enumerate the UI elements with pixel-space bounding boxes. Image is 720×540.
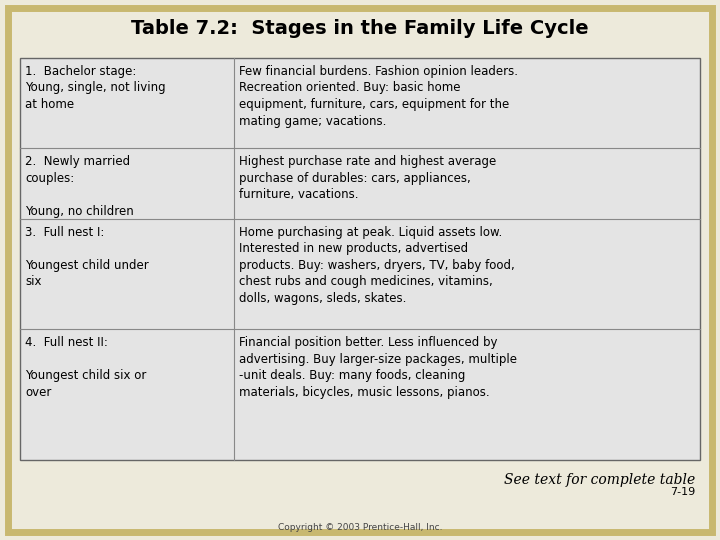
Text: See text for complete table: See text for complete table	[504, 473, 695, 487]
Text: Few financial burdens. Fashion opinion leaders.
Recreation oriented. Buy: basic : Few financial burdens. Fashion opinion l…	[239, 65, 518, 127]
Text: Home purchasing at peak. Liquid assets low.
Interested in new products, advertis: Home purchasing at peak. Liquid assets l…	[239, 226, 515, 305]
Text: Table 7.2:  Stages in the Family Life Cycle: Table 7.2: Stages in the Family Life Cyc…	[131, 18, 589, 37]
Text: 2.  Newly married
couples:

Young, no children: 2. Newly married couples: Young, no chil…	[25, 156, 134, 218]
Text: 1.  Bachelor stage:
Young, single, not living
at home: 1. Bachelor stage: Young, single, not li…	[25, 65, 166, 111]
Text: Highest purchase rate and highest average
purchase of durables: cars, appliances: Highest purchase rate and highest averag…	[239, 156, 497, 201]
Text: Copyright © 2003 Prentice-Hall, Inc.: Copyright © 2003 Prentice-Hall, Inc.	[278, 523, 442, 532]
Bar	[20, 58, 700, 460]
Text: Financial position better. Less influenced by
advertising. Buy larger-size packa: Financial position better. Less influenc…	[239, 336, 517, 399]
Text: 7-19: 7-19	[670, 487, 695, 497]
Text: 3.  Full nest I:

Youngest child under
six: 3. Full nest I: Youngest child under six	[25, 226, 149, 288]
Text: 4.  Full nest II:

Youngest child six or
over: 4. Full nest II: Youngest child six or o…	[25, 336, 146, 399]
